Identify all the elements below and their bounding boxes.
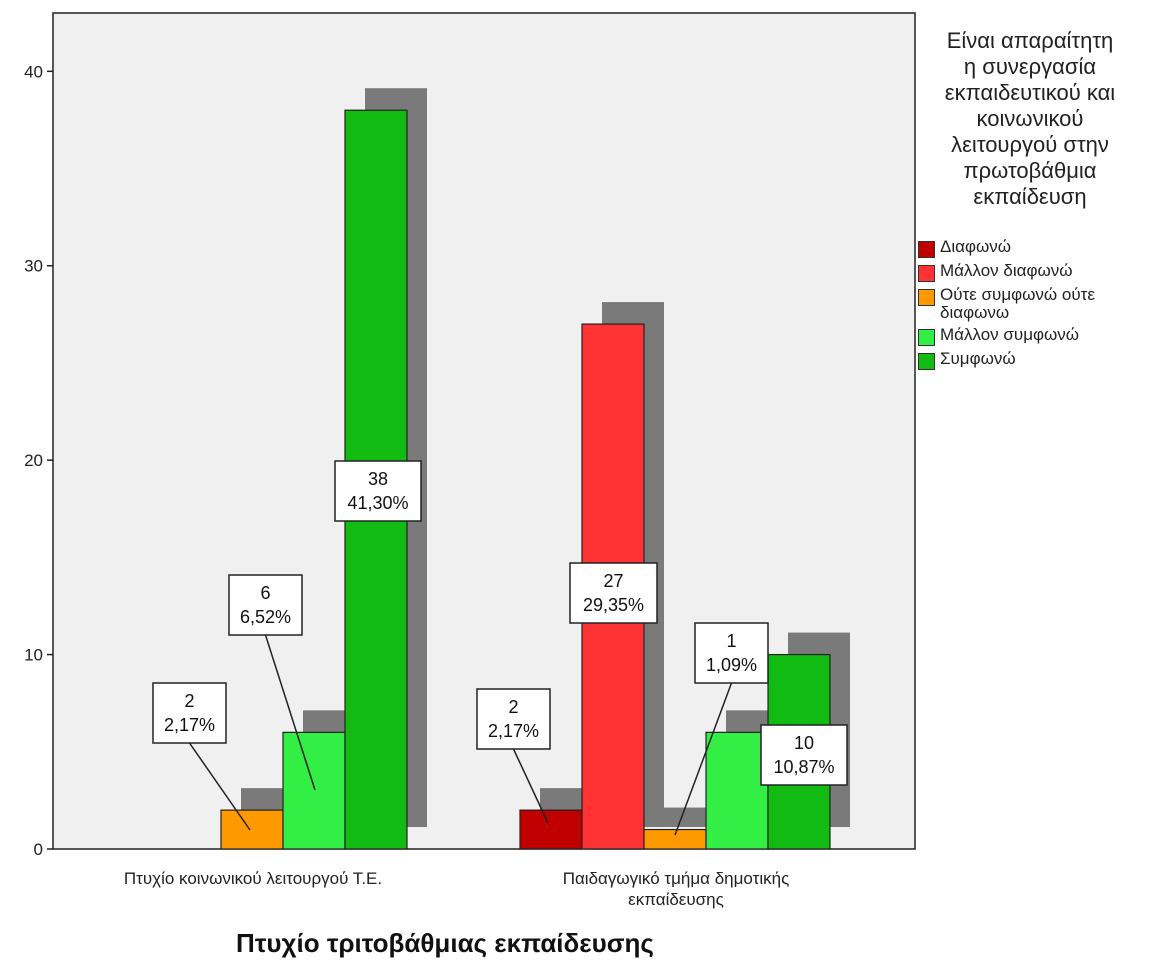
data-label-box-1-2: [152, 682, 227, 744]
data-label-pct-1-2: 2,17%: [164, 715, 215, 735]
data-label-pct-2-0: 2,17%: [488, 721, 539, 741]
bar-2-διαφωνώ: [519, 809, 583, 850]
data-label-leader-2-0: [512, 748, 549, 824]
data-label-box-1-4: [334, 460, 422, 522]
legend-swatch: [918, 353, 935, 370]
y-tick-label-10: 10: [24, 646, 43, 665]
data-label-leader-1-2: [188, 742, 251, 831]
y-tick-label-30: 30: [24, 257, 43, 276]
x-tick-label-1: Πτυχίο κοινωνικού λειτουργού Τ.Ε.: [124, 869, 382, 888]
legend-swatch: [918, 265, 935, 282]
data-label-leader-2-2: [674, 682, 733, 836]
data-label-count-1-4: 38: [368, 469, 388, 489]
y-tick-label-20: 20: [24, 451, 43, 470]
legend-title: Είναι απαραίτητη η συνεργασία εκπαιδευτι…: [944, 28, 1116, 209]
data-label-box-2-0: [476, 688, 551, 750]
data-label-box-2-4: [760, 724, 848, 786]
data-label-count-2-2: 1: [726, 631, 736, 651]
data-label-count-2-0: 2: [508, 697, 518, 717]
legend-label: Μάλλον συμφωνώ: [940, 325, 1080, 344]
data-label-count-1-2: 2: [184, 691, 194, 711]
legend-item-συμφωνώ: Συμφωνώ: [918, 350, 1163, 370]
data-label-pct-1-3: 6,52%: [240, 607, 291, 627]
bar-2-ούτε-συμφωνώ-ούτε-διαφωνω: [643, 828, 707, 850]
data-label-box-1-3: [228, 574, 303, 636]
data-label-pct-2-2: 1,09%: [706, 655, 757, 675]
x-tick-label-2: Παιδαγωγικό τμήμα δημοτικής εκπαίδευσης: [563, 869, 790, 909]
data-label-pct-1-4: 41,30%: [347, 493, 408, 513]
data-label-pct-2-4: 10,87%: [773, 757, 834, 777]
legend-swatch: [918, 289, 935, 306]
y-tick-label-40: 40: [24, 62, 43, 81]
bar-1-ούτε-συμφωνώ-ούτε-διαφωνω: [220, 809, 284, 850]
legend-item-μάλλον-διαφωνώ: Μάλλον διαφωνώ: [918, 262, 1163, 282]
x-axis-title: Πτυχίο τριτοβάθμιας εκπαίδευσης: [236, 928, 654, 958]
legend-label: Διαφωνώ: [940, 237, 1012, 256]
legend-label: Μάλλον διαφωνώ: [940, 261, 1073, 280]
legend: Διαφωνώ Μάλλον διαφωνώ Ούτε συμφωνώ ούτε δ…: [918, 238, 1163, 374]
y-tick-label-0: 0: [34, 840, 43, 859]
data-label-count-2-4: 10: [794, 733, 814, 753]
legend-swatch: [918, 241, 935, 258]
legend-item-μάλλον-συμφωνώ: Μάλλον συμφωνώ: [918, 326, 1163, 346]
legend-label: Ούτε συμφωνώ ούτε διαφωνω: [940, 285, 1095, 322]
legend-item-ούτε-συμφωνώ-ούτε-διαφωνω: Ούτε συμφωνώ ούτε διαφωνω: [918, 286, 1163, 322]
data-label-count-2-1: 27: [603, 571, 623, 591]
data-label-box-2-1: [569, 562, 658, 624]
data-label-box-2-2: [694, 622, 769, 684]
legend-label: Συμφωνώ: [940, 349, 1016, 368]
data-label-pct-2-1: 29,35%: [583, 595, 644, 615]
data-label-leader-1-3: [264, 634, 316, 791]
bar-2-μάλλον-συμφωνώ: [705, 731, 769, 850]
bar-1-μάλλον-συμφωνώ: [282, 731, 346, 850]
data-label-count-1-3: 6: [260, 583, 270, 603]
legend-item-διαφωνώ: Διαφωνώ: [918, 238, 1163, 258]
legend-swatch: [918, 329, 935, 346]
